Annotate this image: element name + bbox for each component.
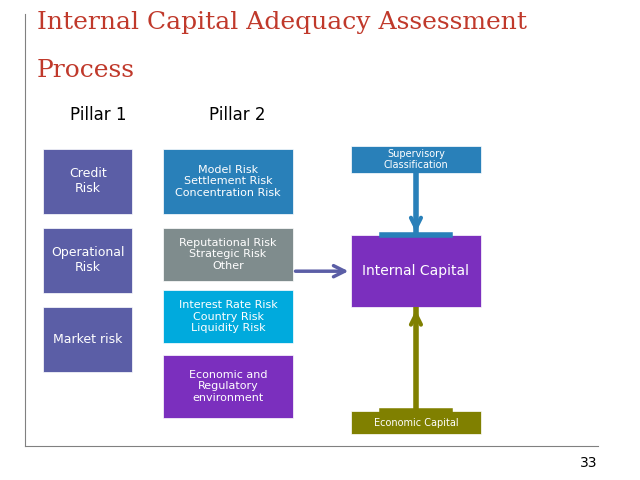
Text: Model Risk
Settlement Risk
Concentration Risk: Model Risk Settlement Risk Concentration… <box>175 165 281 198</box>
Text: Economic and
Regulatory
environment: Economic and Regulatory environment <box>189 370 268 403</box>
FancyBboxPatch shape <box>351 411 481 434</box>
Text: Operational
Risk: Operational Risk <box>51 246 125 275</box>
Text: Credit
Risk: Credit Risk <box>69 167 107 195</box>
Text: Supervisory
Classification: Supervisory Classification <box>383 149 449 170</box>
FancyBboxPatch shape <box>163 228 292 281</box>
FancyBboxPatch shape <box>163 290 292 343</box>
Text: Process: Process <box>37 59 135 82</box>
Text: Market risk: Market risk <box>53 333 122 346</box>
Text: Interest Rate Risk
Country Risk
Liquidity Risk: Interest Rate Risk Country Risk Liquidit… <box>179 300 277 334</box>
FancyBboxPatch shape <box>163 355 292 418</box>
FancyBboxPatch shape <box>43 228 132 293</box>
Text: Economic Capital: Economic Capital <box>374 418 458 428</box>
FancyBboxPatch shape <box>43 307 132 372</box>
Text: 33: 33 <box>580 456 598 470</box>
Text: Pillar 2: Pillar 2 <box>209 106 266 124</box>
Text: Reputational Risk
Strategic Risk
Other: Reputational Risk Strategic Risk Other <box>179 238 276 271</box>
Text: Internal Capital Adequacy Assessment: Internal Capital Adequacy Assessment <box>37 11 527 34</box>
FancyBboxPatch shape <box>163 149 292 214</box>
Text: Internal Capital: Internal Capital <box>362 264 470 278</box>
Text: Pillar 1: Pillar 1 <box>70 106 127 124</box>
FancyBboxPatch shape <box>351 235 481 307</box>
FancyBboxPatch shape <box>351 146 481 173</box>
FancyBboxPatch shape <box>43 149 132 214</box>
